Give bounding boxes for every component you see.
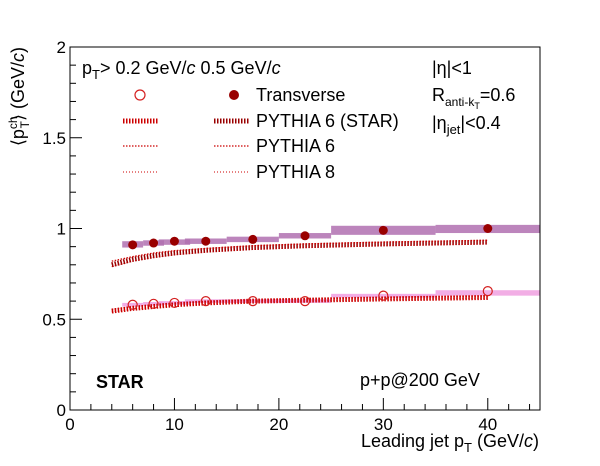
- data-point-filled: [128, 240, 138, 250]
- data-point-open: [482, 286, 493, 297]
- pythia-curve-layer: [111, 239, 488, 314]
- x-tick-label: 40: [478, 415, 497, 434]
- pythia-curve: [111, 294, 488, 314]
- y-axis-title: ⟨pchT⟩ (GeV/c): [6, 47, 32, 146]
- y-tick-label: 1.5: [42, 129, 66, 148]
- systematic-band: [331, 293, 436, 298]
- pythia-curve: [111, 239, 488, 268]
- legend-label-pythia6-star: PYTHIA 6 (STAR): [256, 111, 399, 131]
- star-label: STAR: [96, 372, 144, 392]
- y-tick-label: 0: [57, 401, 66, 420]
- pythia-curve: [111, 295, 488, 310]
- systematic-band: [435, 290, 540, 296]
- legend-label-pythia6: PYTHIA 6: [256, 136, 335, 156]
- data-point-filled: [149, 238, 159, 248]
- axis-layer: 0 10 20 30 40 0 0.5 1 1.5 2: [42, 38, 531, 434]
- eta-jet-annotation: |ηjet|<0.4: [432, 113, 501, 137]
- y-tick-label: 1: [57, 220, 66, 239]
- x-tick-label: 10: [165, 415, 184, 434]
- data-point-filled: [483, 224, 493, 233]
- pythia-curve: [111, 239, 488, 262]
- legend-label-transverse: Transverse: [256, 85, 345, 105]
- y-tick-label: 2: [57, 38, 66, 57]
- data-point-open: [127, 299, 138, 310]
- x-axis-title: Leading jet pT (GeV/c): [361, 431, 539, 455]
- data-point-filled: [201, 236, 211, 246]
- collision-system-label: p+p@200 GeV: [360, 370, 480, 390]
- x-tick-label: 20: [269, 415, 288, 434]
- y-tick-label: 0.5: [42, 310, 66, 329]
- data-point-filled: [169, 236, 179, 246]
- legend-open-circle-marker: [134, 89, 146, 101]
- data-point-open: [247, 296, 258, 307]
- data-point-filled: [300, 231, 310, 241]
- systematic-band: [122, 302, 144, 307]
- data-point-filled: [248, 234, 258, 244]
- data-point-open: [148, 298, 159, 309]
- x-tick-label: 30: [374, 415, 393, 434]
- data-point-open: [200, 296, 211, 307]
- systematic-band: [143, 302, 164, 306]
- legend-label-pythia8: PYTHIA 8: [256, 162, 335, 182]
- pythia-curve: [111, 243, 488, 268]
- eta-annotation: |η|<1: [432, 58, 472, 78]
- data-point-open: [299, 296, 311, 307]
- systematic-band: [278, 299, 332, 303]
- legend: Transverse PYTHIA 6 (STAR) PYTHIA 6 PYTH…: [123, 85, 399, 182]
- legend-filled-circle-marker: [229, 90, 239, 100]
- data-point-open: [378, 290, 389, 301]
- jet-radius-annotation: Ranti-kT=0.6: [432, 85, 515, 111]
- data-point-layer: [127, 224, 493, 310]
- data-point-filled: [378, 225, 388, 235]
- data-point-open: [169, 297, 180, 309]
- x-tick-label: 0: [65, 415, 74, 434]
- pt-cut-annotation: pT> 0.2 GeV/c 0.5 GeV/c: [82, 58, 281, 82]
